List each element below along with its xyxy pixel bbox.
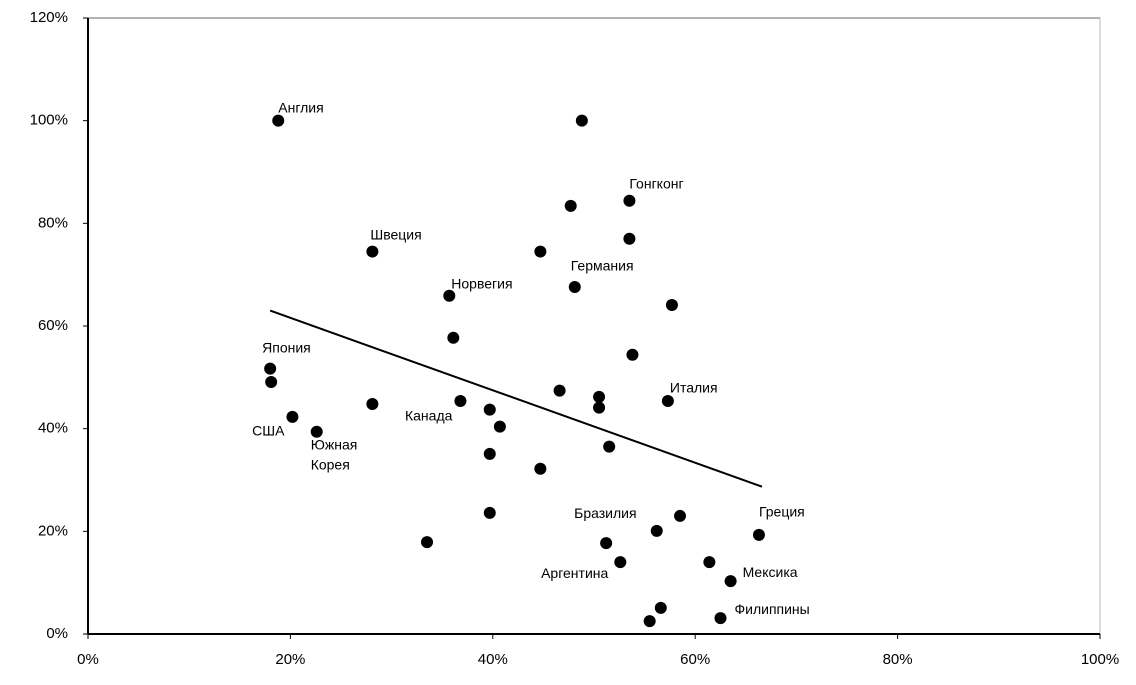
point-label: Италия (670, 380, 718, 396)
trend-line (269, 309, 763, 488)
point-label: Аргентина (541, 565, 608, 581)
y-tick-label: 40% (38, 420, 68, 437)
point-label: Мексика (743, 564, 798, 580)
data-point (265, 375, 278, 388)
data-point (310, 425, 323, 438)
data-point (564, 199, 577, 212)
y-tick-label: 120% (30, 9, 68, 26)
data-point (421, 536, 434, 549)
data-point (614, 556, 627, 569)
x-tick-label: 80% (883, 651, 913, 668)
point-label: Англия (278, 99, 323, 115)
data-point (534, 462, 547, 475)
data-point (534, 245, 547, 258)
x-tick-label: 100% (1081, 651, 1119, 668)
data-point (674, 509, 687, 522)
data-point (483, 403, 496, 416)
x-tick-label: 20% (275, 651, 305, 668)
point-label: Норвегия (451, 275, 512, 291)
point-label: Япония (262, 339, 311, 355)
data-point (661, 394, 674, 407)
data-point (654, 601, 667, 614)
data-point (264, 362, 277, 375)
point-label: Южная Корея (311, 436, 358, 472)
y-tick-label: 100% (30, 112, 68, 129)
data-point (752, 528, 765, 541)
data-point (714, 612, 727, 625)
data-point (483, 447, 496, 460)
y-tick-label: 60% (38, 317, 68, 334)
data-point (623, 232, 636, 245)
data-point (593, 390, 606, 403)
point-label: Германия (571, 258, 634, 274)
data-point (703, 556, 716, 569)
data-point (600, 537, 613, 550)
data-point (366, 398, 379, 411)
data-point (603, 440, 616, 453)
data-point (272, 114, 285, 127)
y-tick-label: 20% (38, 522, 68, 539)
data-point (553, 384, 566, 397)
data-point (575, 114, 588, 127)
x-tick-label: 40% (478, 651, 508, 668)
data-point (643, 615, 656, 628)
data-point (623, 194, 636, 207)
data-point (366, 245, 379, 258)
data-point (443, 289, 456, 302)
data-point (593, 401, 606, 414)
data-point (665, 298, 678, 311)
data-point (483, 506, 496, 519)
point-label: Бразилия (574, 505, 636, 521)
point-label: Гонгконг (629, 175, 683, 191)
data-point (568, 280, 581, 293)
point-label: Канада (405, 408, 453, 424)
x-tick-label: 0% (77, 651, 99, 668)
y-tick-label: 0% (46, 625, 68, 642)
x-tick-label: 60% (680, 651, 710, 668)
y-tick-label: 80% (38, 214, 68, 231)
point-label: Филиппины (735, 601, 810, 617)
data-point (447, 331, 460, 344)
point-label: Греция (759, 504, 805, 520)
data-point (724, 575, 737, 588)
data-point (454, 394, 467, 407)
data-point (286, 410, 299, 423)
data-point (650, 524, 663, 537)
data-point (493, 420, 506, 433)
point-label: США (252, 423, 285, 439)
data-point (626, 348, 639, 361)
point-label: Швеция (370, 226, 421, 242)
